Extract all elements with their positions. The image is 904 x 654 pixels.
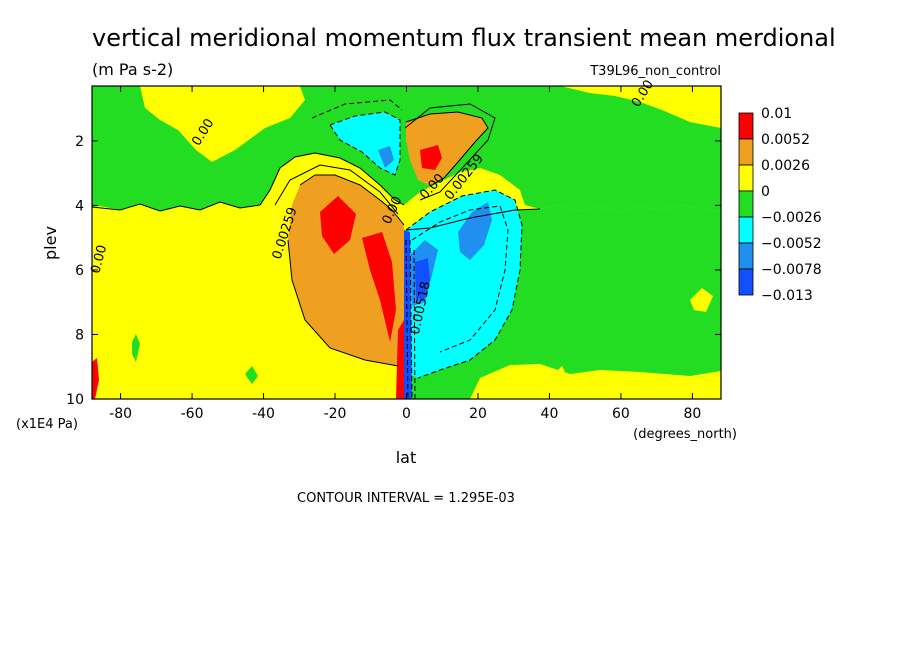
legend-label: 0 (761, 184, 770, 200)
legend-label: 0.0026 (761, 158, 810, 174)
contour-zero-left (92, 152, 405, 212)
contour-label: 0.00 (88, 243, 110, 275)
region-min-upper (378, 146, 394, 168)
y-tick-label: 10 (66, 392, 84, 408)
contour-positive-inner (274, 164, 399, 215)
legend-label: −0.0078 (761, 262, 822, 278)
legend-swatch (738, 164, 754, 192)
contour-interval: CONTOUR INTERVAL = 1.295E-03 (297, 491, 515, 506)
region-positive-main-lobe (288, 175, 404, 366)
chart-units: (m Pa s-2) (92, 60, 173, 79)
legend-swatch (738, 216, 754, 244)
y-tick-label: 6 (75, 263, 84, 279)
contour-negative-upper (329, 111, 401, 176)
region-patch-right-2 (556, 366, 567, 384)
legend-label: 0.0052 (761, 132, 810, 148)
contour-positive-outer (287, 239, 399, 367)
legend-label: 0.01 (761, 106, 792, 122)
y-axis: 2 4 6 8 10 (66, 134, 721, 408)
x-tick-label: 60 (612, 406, 630, 422)
region-positive-lower-right-2 (690, 288, 713, 312)
contour-zero-upper (404, 103, 496, 201)
region-patch-left-1 (132, 334, 140, 362)
dataset-label: T39L96_non_control (589, 64, 721, 79)
x-tick-label: 40 (541, 406, 559, 422)
color-legend: 0.01 0.0052 0.0026 0 −0.0026 −0.0052 −0.0078 −0… (738, 106, 822, 304)
chart-title: vertical meridional momentum flux transi… (92, 24, 836, 52)
x-tick-label: 80 (683, 406, 701, 422)
region-max-upper (420, 145, 442, 170)
y-tick-label: 4 (75, 198, 84, 214)
x-tick-label: -20 (324, 406, 347, 422)
region-patch-right-1 (678, 340, 685, 360)
x-tick-label: -80 (109, 406, 132, 422)
legend-label: −0.0026 (761, 210, 822, 226)
y-tick-label: 8 (75, 327, 84, 343)
region-min-right-1 (458, 202, 492, 260)
region-patch-left-3 (92, 358, 99, 399)
x-axis-label: lat (396, 448, 417, 467)
x-axis-units: (degrees_north) (633, 427, 737, 442)
contour-negative-right-inner (411, 205, 509, 353)
x-tick-label: -40 (252, 406, 275, 422)
region-patch-left-2 (245, 366, 258, 384)
region-min-right-3 (415, 258, 430, 300)
region-max-1 (320, 196, 356, 254)
contour-negative-equator (405, 239, 416, 399)
region-positive-top-left (140, 86, 305, 162)
contour-lines-negative (311, 99, 523, 399)
contour-positive-outer-top (299, 174, 405, 226)
y-axis-label: plev (41, 226, 60, 260)
x-tick-label: -60 (181, 406, 204, 422)
legend-swatch (738, 190, 754, 218)
y-axis-units: (x1E4 Pa) (16, 417, 78, 432)
legend-label: −0.0052 (761, 236, 822, 252)
x-axis: -80 -60 -40 -20 0 20 40 60 80 (109, 86, 701, 422)
contour-positive-upper (405, 111, 489, 187)
contour-negative-right (405, 189, 523, 379)
region-positive-top-right (560, 86, 721, 128)
legend-label: −0.013 (761, 288, 813, 304)
contour-zero-right (405, 208, 541, 231)
x-tick-label: 0 (402, 406, 411, 422)
contour-lines (92, 103, 541, 367)
contour-field (92, 86, 721, 399)
region-max-2 (362, 232, 396, 342)
y-tick-label: 2 (75, 134, 84, 150)
contour-negative-upper-outer (311, 99, 403, 119)
region-positive-lower-right-1 (470, 364, 721, 399)
region-negative-right-lobe (406, 190, 522, 378)
legend-swatch (738, 138, 754, 166)
legend-swatch (738, 268, 754, 296)
legend-swatch (738, 242, 754, 270)
legend-swatch (738, 112, 754, 140)
x-tick-label: 20 (469, 406, 487, 422)
region-equator-positive (396, 320, 404, 399)
